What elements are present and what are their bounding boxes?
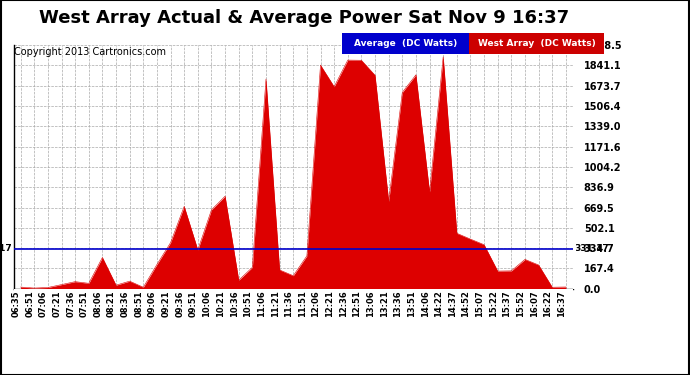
Text: 06:51: 06:51 [26, 291, 34, 317]
Text: 07:36: 07:36 [66, 291, 75, 317]
Text: 331.17: 331.17 [574, 244, 609, 253]
Text: 13:21: 13:21 [380, 291, 388, 317]
Text: 14:37: 14:37 [448, 291, 457, 317]
Text: 12:06: 12:06 [311, 291, 321, 317]
Text: Copyright 2013 Cartronics.com: Copyright 2013 Cartronics.com [14, 47, 166, 57]
Text: 15:07: 15:07 [475, 291, 484, 317]
Text: West Array Actual & Average Power Sat Nov 9 16:37: West Array Actual & Average Power Sat No… [39, 9, 569, 27]
Text: 11:06: 11:06 [257, 291, 266, 317]
Text: 11:36: 11:36 [284, 291, 293, 317]
Text: 08:51: 08:51 [135, 291, 144, 317]
Text: 13:51: 13:51 [407, 291, 416, 317]
Text: 09:06: 09:06 [148, 291, 157, 317]
Text: 14:06: 14:06 [421, 291, 430, 317]
Text: 09:51: 09:51 [189, 291, 198, 317]
Text: 09:36: 09:36 [175, 291, 184, 317]
Text: 16:07: 16:07 [530, 291, 539, 317]
Text: 07:21: 07:21 [52, 291, 61, 317]
Text: 08:36: 08:36 [121, 291, 130, 317]
Text: 09:21: 09:21 [161, 291, 170, 317]
Text: 11:21: 11:21 [270, 291, 279, 317]
Text: 15:37: 15:37 [502, 291, 511, 317]
Text: 14:22: 14:22 [434, 291, 443, 317]
Text: 06:35: 06:35 [12, 291, 21, 317]
Text: 10:06: 10:06 [202, 291, 211, 317]
Text: 07:06: 07:06 [39, 291, 48, 317]
Text: 13:36: 13:36 [393, 291, 402, 317]
Text: 13:06: 13:06 [366, 291, 375, 317]
Text: 07:51: 07:51 [80, 291, 89, 317]
Text: 10:36: 10:36 [230, 291, 239, 317]
Text: 12:51: 12:51 [353, 291, 362, 317]
Text: 15:22: 15:22 [489, 291, 497, 317]
Text: 331.17: 331.17 [0, 244, 12, 253]
Text: Average  (DC Watts): Average (DC Watts) [354, 39, 457, 48]
Text: 08:06: 08:06 [93, 291, 102, 317]
Text: 14:52: 14:52 [462, 291, 471, 317]
Text: 10:21: 10:21 [216, 291, 225, 317]
Text: 16:22: 16:22 [543, 291, 552, 317]
Text: 10:51: 10:51 [244, 291, 253, 317]
Text: 08:21: 08:21 [107, 291, 116, 317]
Text: West Array  (DC Watts): West Array (DC Watts) [477, 39, 595, 48]
Text: 16:37: 16:37 [557, 291, 566, 317]
Text: 11:51: 11:51 [298, 291, 307, 317]
Text: 15:52: 15:52 [516, 291, 525, 317]
Text: 12:21: 12:21 [325, 291, 334, 317]
Text: 12:36: 12:36 [339, 291, 348, 317]
